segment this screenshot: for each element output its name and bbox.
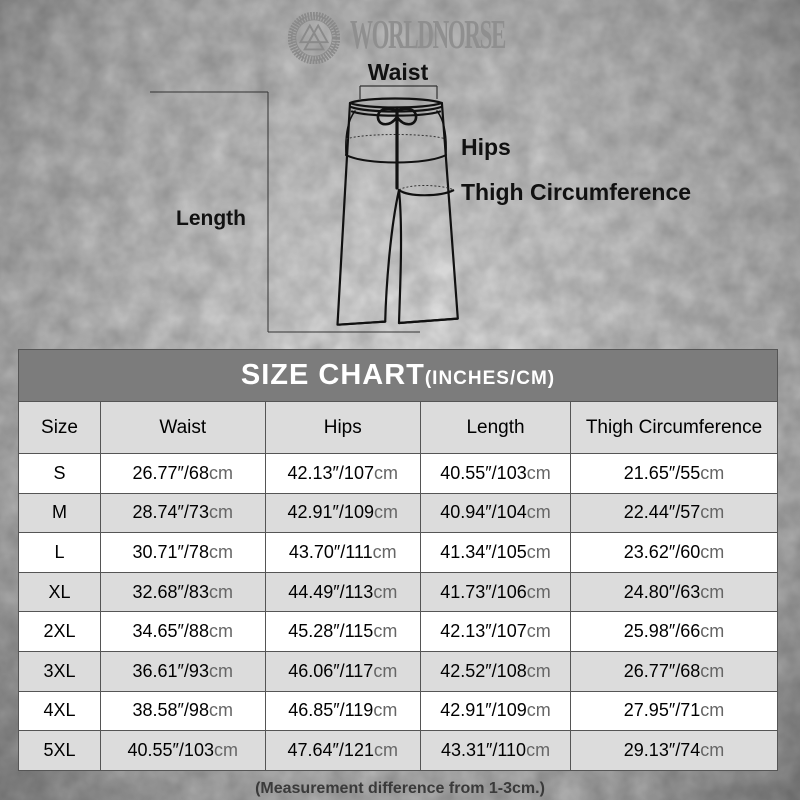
svg-text:Thigh Circumference: Thigh Circumference	[461, 179, 691, 205]
svg-text:Hips: Hips	[461, 134, 511, 160]
svg-text:Waist: Waist	[368, 59, 429, 85]
svg-text:Length: Length	[176, 207, 246, 230]
